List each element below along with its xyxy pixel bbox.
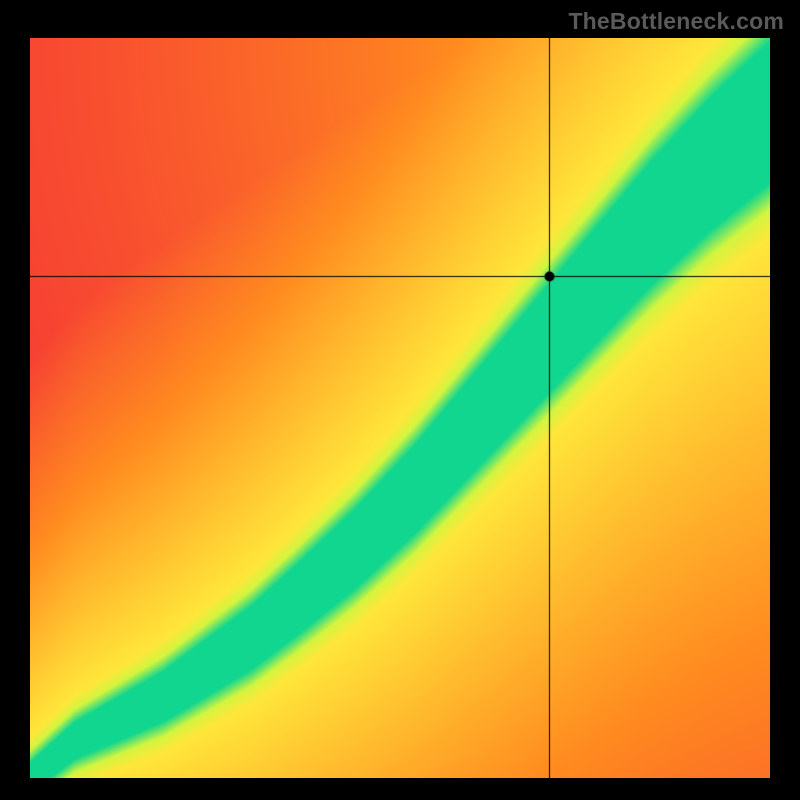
figure-frame: TheBottleneck.com: [0, 0, 800, 800]
heatmap-wrap: [30, 38, 770, 778]
heatmap-canvas: [30, 38, 770, 778]
watermark-text: TheBottleneck.com: [568, 8, 784, 35]
